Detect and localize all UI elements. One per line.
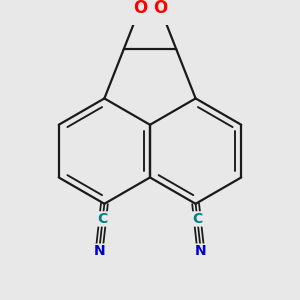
Text: C: C xyxy=(98,212,108,226)
Text: N: N xyxy=(93,244,105,258)
Text: O: O xyxy=(153,0,167,17)
Text: C: C xyxy=(192,212,203,226)
Text: N: N xyxy=(195,244,207,258)
Text: O: O xyxy=(133,0,147,17)
